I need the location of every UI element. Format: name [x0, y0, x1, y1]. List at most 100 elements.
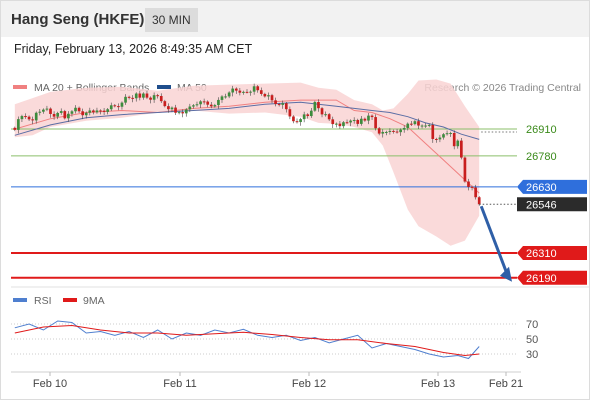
instrument-title: Hang Seng (HKFE) [11, 11, 145, 28]
candle [431, 124, 435, 139]
candle [84, 112, 88, 116]
legend-swatch [157, 85, 171, 89]
candle [460, 140, 463, 158]
last-price-box [517, 197, 587, 212]
candle [420, 125, 424, 127]
copyright-note: Research © 2026 Trading Central [424, 82, 581, 94]
legend-label: RSI [34, 295, 52, 307]
rsi-tick-label: 50 [526, 334, 538, 346]
x-axis: Feb 10 Feb 11 Feb 12 Feb 13 Feb 21 [11, 371, 523, 390]
candle [120, 102, 124, 107]
candle [217, 99, 220, 106]
rsi-tick-label: 70 [526, 319, 538, 331]
candle [17, 119, 20, 130]
candle [309, 110, 313, 117]
candle [249, 91, 252, 93]
level-tag-box [517, 179, 587, 194]
timeframe-badge[interactable]: 30 MIN [145, 8, 198, 32]
candle [195, 104, 199, 106]
candle [163, 101, 167, 107]
candle [395, 131, 399, 133]
candle [409, 123, 413, 125]
candle [281, 103, 285, 105]
candle [363, 118, 367, 121]
candle [342, 122, 345, 127]
price-panel: MA 20 + Bollinger BandsMA 50Research © 2… [11, 79, 589, 288]
candle [356, 119, 360, 124]
candle [442, 134, 445, 138]
candle [167, 106, 170, 110]
x-tick-label: Feb 12 [292, 378, 326, 390]
candle [206, 101, 210, 105]
candle [209, 104, 213, 107]
candle [474, 187, 477, 198]
forecast-arrow [479, 205, 509, 275]
candle [56, 112, 59, 117]
candle [367, 115, 370, 121]
candle [184, 109, 188, 114]
x-tick-label: Feb 13 [421, 378, 455, 390]
level-tag-support: 26310 [526, 248, 557, 260]
candle [338, 123, 342, 127]
candle [202, 101, 206, 103]
candle [224, 96, 227, 98]
candle [327, 114, 331, 120]
candle [445, 133, 449, 135]
candle [77, 107, 81, 112]
candle [234, 88, 238, 91]
candle [384, 131, 388, 133]
legend-label: 9MA [83, 295, 105, 307]
candle [131, 97, 135, 99]
candle [127, 96, 131, 98]
level-tag-resistance: 26910 [526, 124, 557, 136]
candle [349, 120, 352, 123]
candle [152, 95, 156, 100]
level-tag-resistance: 26780 [526, 151, 557, 163]
level-tag-box [517, 270, 587, 285]
candle [302, 114, 306, 120]
last-price-tag: 26546 [526, 199, 557, 211]
forecast-arrowhead [500, 266, 512, 282]
candle [399, 129, 402, 133]
candle [324, 114, 327, 116]
candle [452, 132, 456, 147]
candle [402, 128, 406, 130]
candle [388, 130, 392, 132]
candle [463, 157, 467, 182]
candle [38, 111, 42, 113]
candle [70, 111, 74, 114]
candle [170, 107, 174, 110]
candle [67, 113, 70, 119]
candle [213, 105, 217, 107]
candle [470, 186, 474, 188]
candle [20, 116, 24, 120]
candle [31, 119, 34, 121]
level-tag-pivot: 26630 [526, 182, 557, 194]
candle [438, 137, 442, 140]
candle [159, 96, 163, 102]
candle [42, 109, 45, 112]
candle [49, 108, 52, 114]
candle [231, 88, 235, 93]
candle [292, 116, 295, 122]
candle [142, 93, 145, 98]
candle [270, 95, 274, 101]
candle [413, 121, 417, 125]
candle [377, 128, 381, 134]
candle [63, 111, 67, 119]
candle [381, 131, 385, 134]
candle [88, 110, 92, 113]
candle [13, 127, 17, 130]
candle [299, 119, 302, 123]
candle [124, 96, 127, 103]
candle [220, 96, 224, 100]
legend-swatch [13, 85, 27, 89]
candle [256, 86, 260, 91]
candle [477, 197, 481, 205]
x-tick-label: Feb 11 [163, 378, 196, 390]
candle [52, 113, 56, 117]
candle [288, 109, 292, 117]
candle [295, 121, 299, 123]
